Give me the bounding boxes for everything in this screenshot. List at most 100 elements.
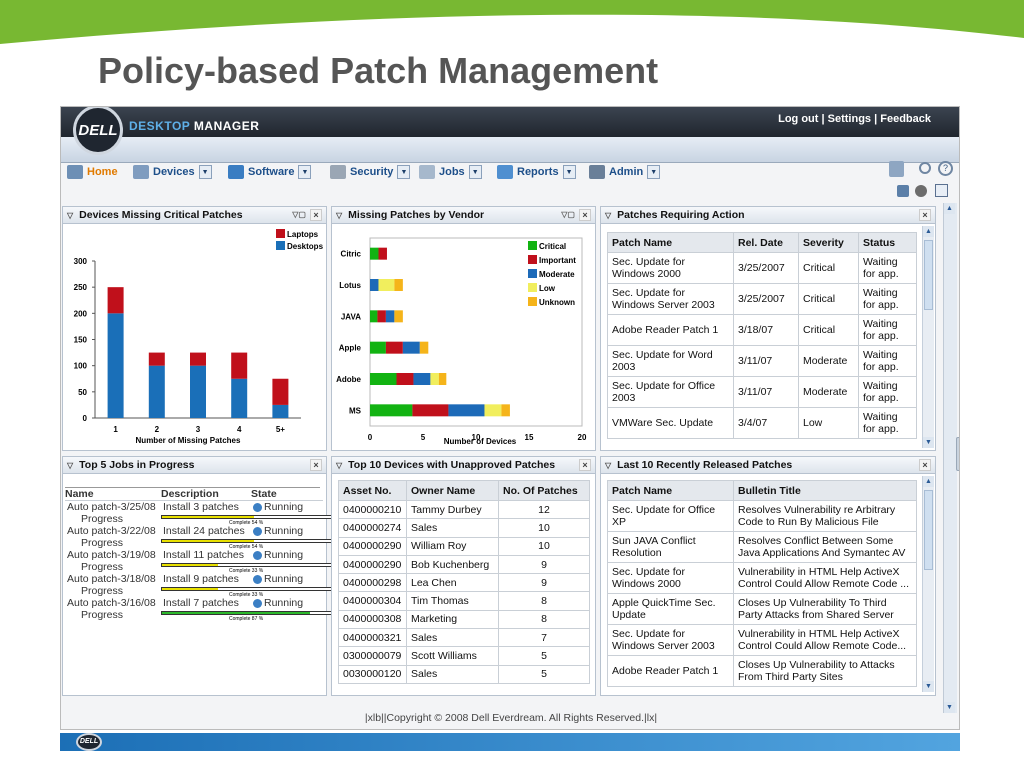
save-icon[interactable] bbox=[935, 184, 948, 197]
bar-unknown[interactable] bbox=[394, 310, 403, 323]
nav-admin[interactable]: Admin ▼ bbox=[589, 161, 661, 183]
scroll-up-icon[interactable]: ▲ bbox=[923, 476, 934, 487]
col-rel-date[interactable]: Rel. Date bbox=[733, 232, 799, 253]
table-row[interactable]: Sec. Update for Office 2003 3/11/07 Modera… bbox=[607, 376, 917, 408]
nav-software[interactable]: Software ▼ bbox=[228, 161, 312, 183]
bar-moderate[interactable] bbox=[413, 373, 431, 385]
bar-moderate[interactable] bbox=[448, 404, 485, 417]
bar-critical[interactable] bbox=[370, 247, 379, 260]
bar-laptops[interactable] bbox=[272, 378, 289, 405]
bar-desktops[interactable] bbox=[148, 365, 165, 418]
table-row[interactable]: 0400000290 William Roy 10 bbox=[338, 536, 590, 556]
nav-security[interactable]: Security ▼ bbox=[330, 161, 411, 183]
chevron-down-icon[interactable]: ▼ bbox=[198, 165, 212, 179]
table-row[interactable]: 0400000298 Lea Chen 9 bbox=[338, 573, 590, 593]
table-row[interactable]: 0400000308 Marketing 8 bbox=[338, 609, 590, 630]
collapse-icon[interactable]: ▽ bbox=[605, 210, 612, 220]
bar-low[interactable] bbox=[378, 279, 395, 291]
scroll-thumb[interactable] bbox=[924, 490, 933, 570]
col-owner-name[interactable]: Owner Name bbox=[406, 480, 499, 501]
nav-home[interactable]: Home bbox=[67, 161, 118, 183]
table-row[interactable]: VMWare Sec. Update 3/4/07 Low Waiting for a… bbox=[607, 407, 917, 439]
table-row[interactable]: Sec. Update for Windows 2000 Vulnerabilit… bbox=[607, 562, 917, 594]
job-row[interactable]: Auto patch-3/19/08 Install 11 patches Runn… bbox=[65, 549, 323, 561]
chevron-down-icon[interactable]: ▼ bbox=[468, 165, 482, 179]
nav-reports[interactable]: Reports ▼ bbox=[497, 161, 576, 183]
scroll-thumb[interactable] bbox=[924, 240, 933, 310]
bar-desktops[interactable] bbox=[272, 404, 289, 418]
nav-devices[interactable]: Devices ▼ bbox=[133, 161, 212, 183]
panel-scrollbar[interactable]: ▲ ▼ bbox=[922, 226, 934, 448]
table-row[interactable]: Sec. Update for Office XP Resolves Vulner… bbox=[607, 500, 917, 532]
table-row[interactable]: Apple QuickTime Sec. Update Closes Up Vul… bbox=[607, 593, 917, 625]
tools-icon[interactable] bbox=[915, 185, 927, 197]
scroll-down-icon[interactable]: ▼ bbox=[923, 437, 934, 448]
col-severity[interactable]: Severity bbox=[798, 232, 859, 253]
col-patch-name[interactable]: Patch Name bbox=[607, 480, 734, 501]
nav-jobs[interactable]: Jobs ▼ bbox=[419, 161, 482, 183]
collapse-icon[interactable]: ▽ bbox=[67, 210, 74, 220]
collapse-icon[interactable]: ▽ bbox=[336, 460, 343, 470]
feedback-link[interactable]: Feedback bbox=[880, 113, 931, 125]
bar-important[interactable] bbox=[378, 247, 387, 260]
logout-link[interactable]: Log out bbox=[778, 113, 819, 125]
resize-handle[interactable] bbox=[956, 437, 959, 471]
table-row[interactable]: Sec. Update for Windows Server 2003 Vulne… bbox=[607, 624, 917, 656]
job-row[interactable]: Auto patch-3/16/08 Install 7 patches Runni… bbox=[65, 597, 323, 609]
chevron-down-icon[interactable]: ▼ bbox=[647, 165, 661, 179]
table-row[interactable]: Adobe Reader Patch 1 3/18/07 Critical Waiti… bbox=[607, 314, 917, 346]
bar-important[interactable] bbox=[385, 341, 403, 354]
edit-icon[interactable] bbox=[897, 185, 909, 197]
col-patch-name[interactable]: Patch Name bbox=[607, 232, 734, 253]
col-asset-no[interactable]: Asset No. bbox=[338, 480, 407, 501]
search-icon[interactable] bbox=[919, 162, 931, 174]
bar-critical[interactable] bbox=[370, 373, 397, 385]
dell-logo[interactable]: DELL bbox=[73, 107, 123, 155]
table-row[interactable]: 0400000290 Bob Kuchenberg 9 bbox=[338, 554, 590, 575]
bar-low[interactable] bbox=[430, 373, 439, 385]
table-row[interactable]: Sec. Update for Windows Server 2003 3/25/… bbox=[607, 283, 917, 315]
close-icon[interactable]: × bbox=[310, 459, 322, 471]
panel-scrollbar[interactable]: ▲ ▼ bbox=[922, 476, 934, 692]
bar-unknown[interactable] bbox=[501, 404, 510, 417]
maximize-icon[interactable]: ▽▢ bbox=[292, 210, 306, 219]
table-row[interactable]: Sec. Update for Word 2003 3/11/07 Moderate… bbox=[607, 345, 917, 377]
table-row[interactable]: 0400000274 Sales 10 bbox=[338, 518, 590, 538]
collapse-icon[interactable]: ▽ bbox=[67, 460, 74, 470]
bar-unknown[interactable] bbox=[419, 341, 429, 354]
bar-desktops[interactable] bbox=[107, 313, 124, 418]
table-row[interactable]: 0400000304 Tim Thomas 8 bbox=[338, 591, 590, 611]
bar-moderate[interactable] bbox=[402, 341, 420, 354]
col-no-of-patches[interactable]: No. Of Patches bbox=[498, 480, 590, 501]
close-icon[interactable]: × bbox=[919, 209, 931, 221]
bar-critical[interactable] bbox=[370, 404, 413, 417]
bar-important[interactable] bbox=[396, 373, 414, 385]
col-bulletin-title[interactable]: Bulletin Title bbox=[733, 480, 917, 501]
job-row[interactable]: Auto patch-3/25/08 Install 3 patches Runni… bbox=[65, 501, 323, 513]
scroll-down-icon[interactable]: ▼ bbox=[923, 681, 934, 692]
chevron-down-icon[interactable]: ▼ bbox=[562, 165, 576, 179]
bar-critical[interactable] bbox=[370, 341, 386, 354]
col-name[interactable]: Name bbox=[65, 488, 94, 500]
scroll-down-icon[interactable]: ▼ bbox=[944, 702, 955, 713]
table-row[interactable]: Sec. Update for Windows 2000 3/25/2007 Cri… bbox=[607, 252, 917, 284]
close-icon[interactable]: × bbox=[310, 209, 322, 221]
job-row[interactable]: Auto patch-3/22/08 Install 24 patches Runn… bbox=[65, 525, 323, 537]
settings-link[interactable]: Settings bbox=[827, 113, 872, 125]
chevron-down-icon[interactable]: ▼ bbox=[397, 165, 411, 179]
close-icon[interactable]: × bbox=[919, 459, 931, 471]
main-scrollbar[interactable]: ▲ ▼ bbox=[943, 203, 957, 713]
col-status[interactable]: Status bbox=[858, 232, 917, 253]
chevron-down-icon[interactable]: ▼ bbox=[298, 165, 312, 179]
bar-important[interactable] bbox=[377, 310, 386, 323]
scroll-up-icon[interactable]: ▲ bbox=[944, 203, 955, 214]
help-icon[interactable]: ? bbox=[938, 161, 953, 176]
bar-moderate[interactable] bbox=[385, 310, 395, 323]
col-state[interactable]: State bbox=[251, 488, 277, 500]
bar-laptops[interactable] bbox=[107, 287, 124, 314]
bar-laptops[interactable] bbox=[190, 352, 206, 366]
table-row[interactable]: 0400000210 Tammy Durbey 12 bbox=[338, 499, 590, 520]
table-row[interactable]: 0400000321 Sales 7 bbox=[338, 628, 590, 648]
table-row[interactable]: 0300000079 Scott Williams 5 bbox=[338, 646, 590, 666]
table-row[interactable]: Adobe Reader Patch 1 Closes Up Vulnerabil… bbox=[607, 655, 917, 687]
